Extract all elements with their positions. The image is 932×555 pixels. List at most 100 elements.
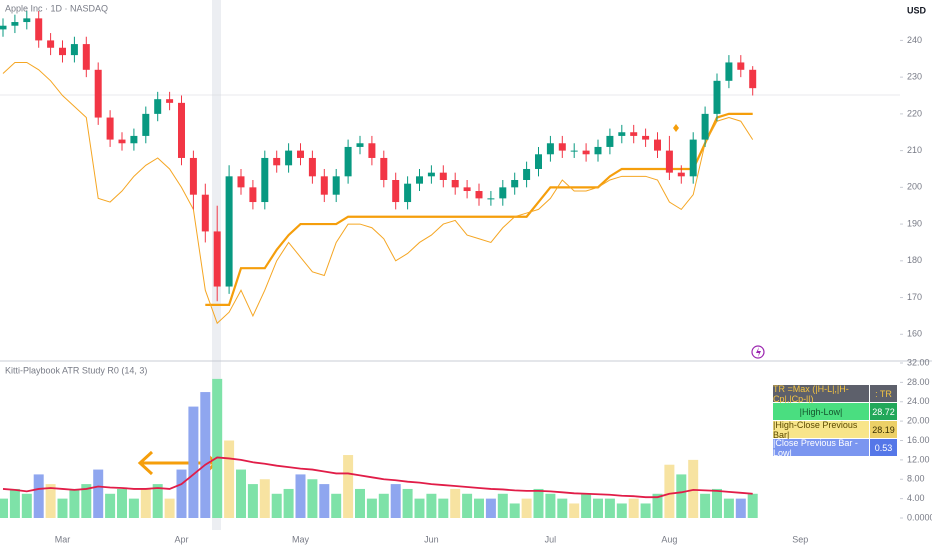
tr-bar	[426, 493, 437, 518]
candle-body	[368, 143, 376, 158]
candle-body	[523, 168, 531, 180]
candle-body	[404, 183, 412, 203]
candle-body	[618, 132, 626, 136]
candle-body	[47, 40, 55, 48]
tr-bar	[93, 469, 104, 518]
tr-bar	[462, 493, 473, 518]
candle-body	[35, 18, 43, 41]
candle-body	[11, 22, 19, 26]
tr-bar	[81, 484, 92, 518]
candle-body	[285, 150, 293, 166]
tr-bar	[676, 474, 687, 518]
candle-body	[237, 176, 245, 188]
x-tick-label: Mar	[55, 534, 71, 544]
candle-body	[475, 191, 483, 199]
y-tick-label: 200	[907, 182, 922, 192]
table-cell: |High-Low|	[773, 403, 869, 420]
tr-bar	[45, 484, 56, 518]
candle-body	[297, 150, 304, 158]
candle-body	[558, 143, 566, 151]
tr-bar	[700, 493, 711, 518]
tr-bar	[212, 378, 223, 518]
tr-bar	[105, 493, 116, 518]
tr-bar	[628, 498, 639, 518]
indicator-title: Kitti-Playbook ATR Study R0 (14, 3)	[5, 365, 147, 375]
y-tick-label: 190	[907, 218, 922, 228]
candle-body	[273, 157, 281, 166]
tr-bar	[581, 493, 592, 518]
tr-bar	[747, 493, 758, 518]
tr-bar	[557, 498, 568, 518]
tr-bar	[521, 498, 532, 518]
y-tick-label: 28.00	[907, 377, 930, 387]
candle-body	[701, 113, 709, 140]
tr-bar	[57, 498, 68, 518]
tr-bar	[236, 469, 246, 518]
candle-body	[59, 47, 66, 56]
tr-bar	[378, 493, 389, 518]
candle-body	[451, 180, 459, 188]
tr-bar	[735, 498, 746, 518]
overlay-line	[2, 61, 754, 325]
y-tick-label: 32.00	[907, 357, 930, 367]
tr-bar	[438, 498, 449, 518]
tr-bar	[366, 498, 377, 518]
tr-bar	[664, 464, 675, 518]
tr-bar	[450, 488, 461, 518]
candle-body	[749, 69, 757, 89]
candle-body	[546, 143, 554, 155]
tr-bar	[414, 498, 425, 518]
tr-bar	[319, 484, 330, 518]
tr-bar	[402, 488, 413, 518]
y-tick-label: 4.00	[907, 493, 925, 503]
candle-body	[308, 157, 316, 177]
tr-table: TR =Max (|H-L|,|H-Cp|,|Cp-l|): TR |High-…	[773, 384, 897, 458]
tr-bar	[616, 503, 627, 518]
tr-bar	[331, 493, 342, 518]
tr-bar	[533, 488, 544, 518]
candle-body	[416, 176, 423, 184]
tr-bar	[723, 498, 734, 518]
y-tick-label: 210	[907, 145, 922, 155]
candle-body	[178, 102, 185, 158]
tr-bar	[21, 493, 32, 518]
tr-bar	[200, 392, 211, 518]
tr-bar	[283, 488, 294, 518]
candle-body	[487, 198, 495, 200]
tr-bar	[343, 455, 354, 518]
tr-bar	[295, 474, 306, 518]
tr-bar	[188, 406, 199, 518]
y-tick-label: 240	[907, 35, 922, 45]
candle-body	[677, 172, 685, 177]
y-tick-label: 20.00	[907, 416, 930, 426]
y-tick-label: 0.0000	[907, 512, 932, 522]
x-tick-label: May	[292, 534, 310, 544]
candle-body	[427, 172, 435, 177]
candle-body	[511, 180, 519, 188]
x-tick-label: Jul	[545, 534, 557, 544]
candle-body	[594, 146, 602, 155]
table-cell: |High-Close Previous Bar|	[773, 420, 869, 440]
y-tick-label: 12.00	[907, 454, 930, 464]
candle-body	[582, 150, 590, 155]
table-header: : TR	[870, 385, 897, 402]
tr-bar	[9, 488, 20, 518]
candle-body	[0, 25, 7, 30]
candle-body	[142, 113, 150, 136]
tr-bar	[569, 503, 580, 518]
y-tick-label: 24.00	[907, 396, 930, 406]
tr-bar	[652, 493, 663, 518]
tr-bar	[688, 459, 699, 518]
candle-body	[106, 117, 114, 140]
alert-icon	[751, 345, 765, 359]
x-tick-label: Sep	[792, 534, 808, 544]
candle-body	[737, 62, 745, 70]
x-tick-label: Jun	[424, 534, 439, 544]
candle-body	[94, 69, 102, 118]
candle-body	[225, 176, 233, 287]
y-tick-label: 16.00	[907, 435, 930, 445]
table-cell: 28.19	[870, 421, 897, 438]
y-tick-label: 220	[907, 108, 922, 118]
